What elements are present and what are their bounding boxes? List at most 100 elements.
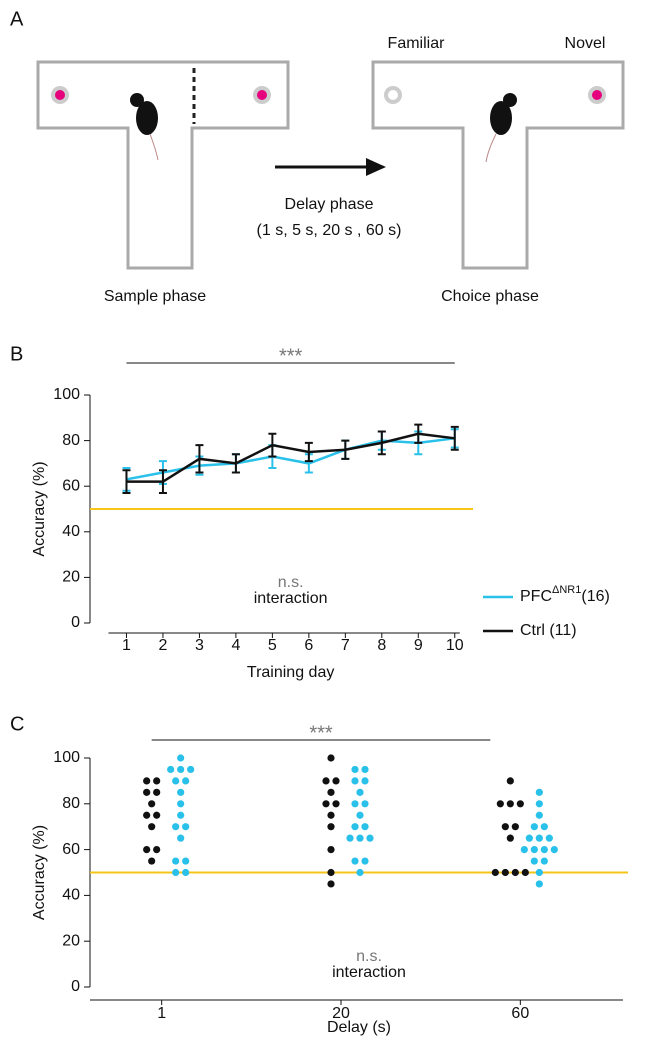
data-point <box>351 823 359 831</box>
data-point <box>172 857 180 865</box>
y-tick-label: 100 <box>53 749 80 766</box>
legend-label: PFCΔNR1(16) <box>520 584 610 605</box>
data-point <box>182 857 190 865</box>
y-tick-label: 60 <box>62 477 80 494</box>
x-tick-label: 9 <box>414 637 423 654</box>
data-point <box>520 846 528 854</box>
data-point <box>356 811 364 819</box>
error-bar <box>377 430 386 456</box>
data-point <box>327 880 335 888</box>
x-tick-label: 60 <box>511 1005 529 1022</box>
y-tick-label: 0 <box>71 978 80 995</box>
data-point <box>366 834 374 842</box>
data-point <box>327 868 335 877</box>
error-bar <box>195 444 204 474</box>
series-line <box>126 432 455 483</box>
legend-superscript: ΔNR1 <box>552 584 581 596</box>
data-point <box>501 823 509 831</box>
ns-label: n.s. <box>356 948 382 965</box>
legend-name: PFC <box>520 588 552 605</box>
y-tick-label: 80 <box>62 432 80 449</box>
y-tick-label: 40 <box>62 523 80 540</box>
data-point <box>496 800 504 808</box>
data-point <box>172 777 180 785</box>
y-tick-label: 40 <box>62 887 80 904</box>
arrow-head <box>366 158 386 176</box>
data-point <box>506 777 514 785</box>
interaction-label: interaction <box>332 964 406 981</box>
error-bar <box>341 439 350 460</box>
significance: *** <box>279 345 303 367</box>
data-point <box>322 777 330 785</box>
error-bar <box>158 469 167 495</box>
y-axis-label: Accuracy (%) <box>31 825 48 920</box>
data-point <box>182 777 190 785</box>
label: Familiar <box>388 35 446 52</box>
x-tick-label: 1 <box>122 637 131 654</box>
x-tick-label: 6 <box>304 637 313 654</box>
data-point <box>322 800 330 808</box>
label: (1 s, 5 s, 20 s , 60 s) <box>257 222 402 239</box>
data-point <box>550 846 558 854</box>
data-point <box>540 857 548 865</box>
data-point <box>327 754 335 762</box>
data-point <box>361 765 369 774</box>
data-point <box>535 868 543 877</box>
empty-well <box>388 90 398 100</box>
data-point <box>153 846 161 854</box>
data-point <box>535 834 543 842</box>
data-point <box>535 788 543 796</box>
legend-name: Ctrl (11) <box>520 622 577 639</box>
data-point <box>535 880 543 888</box>
panel-label: A <box>10 8 24 30</box>
interaction-label: interaction <box>254 590 328 607</box>
data-point <box>530 823 538 831</box>
data-point <box>361 800 369 808</box>
legend-suffix: (16) <box>581 588 609 605</box>
data-point <box>327 811 335 819</box>
data-point <box>361 823 369 831</box>
mouse <box>485 93 517 163</box>
data-point <box>153 788 161 796</box>
data-point <box>511 868 519 877</box>
data-point <box>167 765 175 774</box>
x-tick-label: 7 <box>341 637 350 654</box>
data-point <box>182 868 190 877</box>
error-bar <box>304 441 313 463</box>
reward <box>257 90 267 100</box>
data-point <box>327 823 335 831</box>
data-point <box>332 777 340 785</box>
panel-label: B <box>10 343 23 365</box>
reward <box>55 90 65 100</box>
data-point <box>351 777 359 785</box>
y-tick-label: 100 <box>53 386 80 403</box>
error-bar <box>450 425 459 451</box>
significance: *** <box>309 722 333 744</box>
data-point <box>530 857 538 865</box>
y-tick-label: 80 <box>62 795 80 812</box>
panel-label: C <box>10 713 24 735</box>
data-point <box>356 868 364 877</box>
data-point <box>182 823 190 831</box>
y-tick-label: 0 <box>71 614 80 631</box>
mouse <box>130 93 159 161</box>
data-point <box>351 800 359 808</box>
label: Choice phase <box>441 288 539 305</box>
data-point <box>361 777 369 785</box>
x-tick-label: 3 <box>195 637 204 654</box>
data-point <box>327 788 335 796</box>
data-point <box>506 800 514 808</box>
data-point <box>177 800 185 808</box>
data-point <box>327 846 335 854</box>
data-point <box>491 868 499 877</box>
y-axis-label: Accuracy (%) <box>31 461 48 556</box>
data-point <box>143 846 151 854</box>
data-point <box>351 765 359 774</box>
x-tick-label: 5 <box>268 637 277 654</box>
data-point <box>172 868 180 877</box>
data-point <box>148 857 156 865</box>
error-bar <box>122 469 131 495</box>
data-point <box>540 823 548 831</box>
label: Delay phase <box>285 196 374 213</box>
